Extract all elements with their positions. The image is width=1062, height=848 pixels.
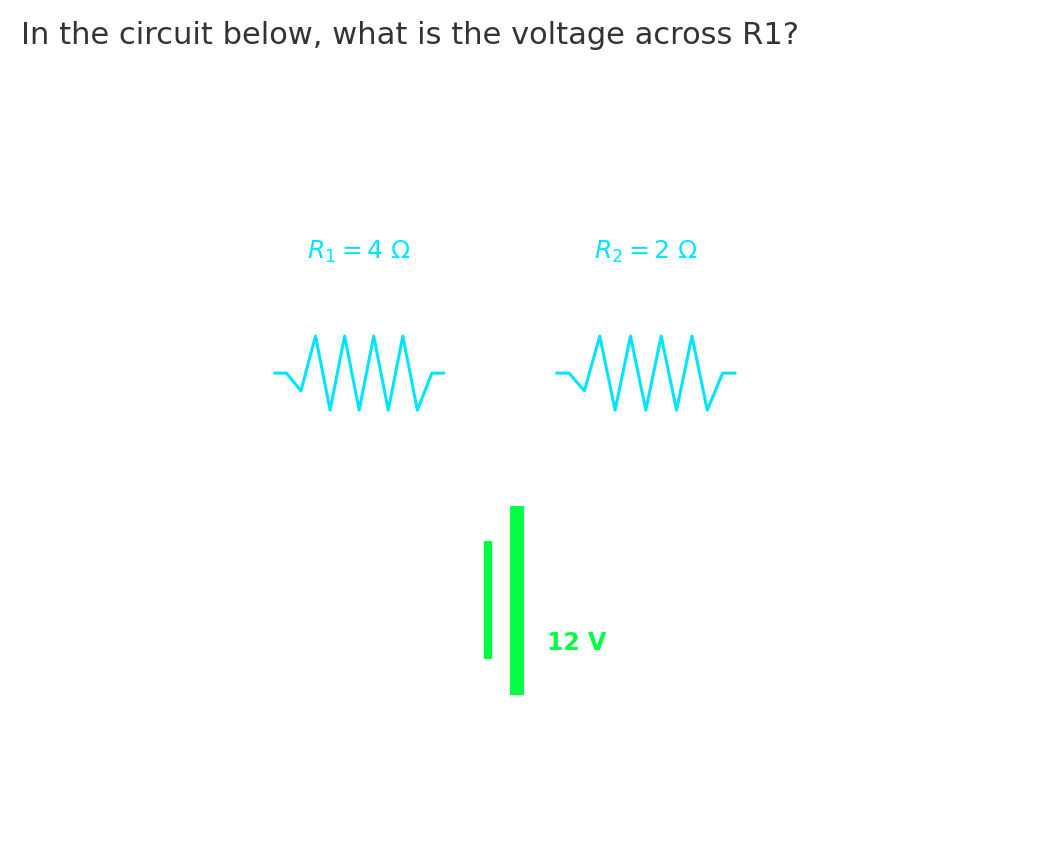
Text: In the circuit below, what is the voltage across R1?: In the circuit below, what is the voltag… — [21, 21, 800, 50]
Text: $R_2= 2\ \Omega$: $R_2= 2\ \Omega$ — [594, 239, 698, 265]
Text: $R_1= 4\ \Omega$: $R_1= 4\ \Omega$ — [307, 239, 411, 265]
Text: 12 V: 12 V — [547, 631, 606, 655]
